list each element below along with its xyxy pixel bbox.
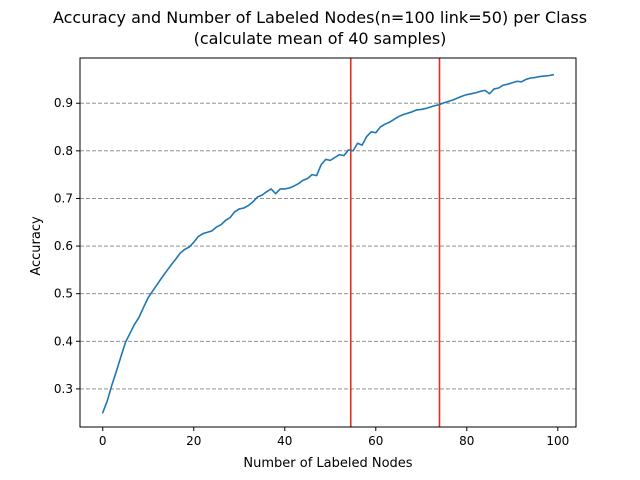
grid-layer bbox=[80, 102, 576, 390]
x-tick-label-4: 80 bbox=[459, 434, 474, 448]
plot-frame bbox=[79, 57, 577, 428]
y-tick-label-4: 0.7 bbox=[54, 191, 73, 205]
x-tick-label-1: 20 bbox=[186, 434, 201, 448]
x-axis-label: Number of Labeled Nodes bbox=[243, 456, 412, 471]
y-tick-label-2: 0.5 bbox=[54, 287, 73, 301]
x-tick-label-0: 0 bbox=[99, 434, 107, 448]
x-ticks: 0 20 40 60 80 100 bbox=[99, 427, 569, 448]
chart-title: Accuracy and Number of Labeled Nodes(n=1… bbox=[53, 8, 587, 27]
x-tick-label-3: 60 bbox=[368, 434, 383, 448]
series-line-1 bbox=[101, 73, 555, 414]
y-tick-label-1: 0.4 bbox=[54, 334, 73, 348]
y-tick-label-0: 0.3 bbox=[54, 382, 73, 396]
x-tick-label-2: 40 bbox=[277, 434, 292, 448]
vertical-lines-layer bbox=[349, 58, 441, 427]
y-axis-label: Accuracy bbox=[29, 216, 44, 276]
chart-subtitle: (calculate mean of 40 samples) bbox=[194, 29, 447, 48]
y-tick-label-6: 0.9 bbox=[54, 96, 73, 110]
x-tick-label-5: 100 bbox=[546, 434, 569, 448]
y-tick-label-3: 0.6 bbox=[54, 239, 73, 253]
y-tick-label-5: 0.8 bbox=[54, 144, 73, 158]
series-layer bbox=[101, 73, 555, 414]
y-ticks: 0.3 0.4 0.5 0.6 0.7 0.8 0.9 bbox=[54, 96, 80, 396]
